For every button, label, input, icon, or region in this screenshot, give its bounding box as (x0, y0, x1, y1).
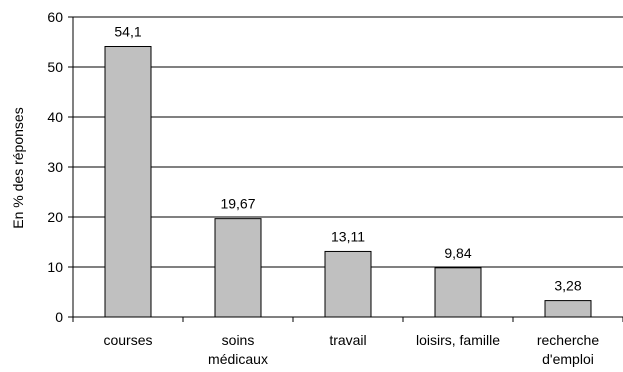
bar (434, 267, 482, 318)
grid-layer (73, 16, 623, 268)
category-label: loisirs, famille (416, 332, 500, 348)
data-label: 54,1 (114, 24, 141, 40)
data-label: 3,28 (554, 278, 581, 294)
category-label: courses (103, 332, 152, 348)
bar (214, 218, 262, 318)
y-axis-title: En % des réponses (10, 107, 26, 228)
bar (544, 300, 592, 318)
data-label: 13,11 (331, 228, 365, 244)
y-tick-label: 20 (47, 209, 63, 225)
axis-layer (68, 16, 623, 322)
category-label: travail (329, 332, 366, 348)
y-tick-label: 40 (47, 109, 63, 125)
y-tick-label: 30 (47, 159, 63, 175)
y-tick-label: 10 (47, 259, 63, 275)
bar (324, 250, 372, 318)
label-layer: 0 10 20 30 40 50 60 54,1 courses 19,67 soins médica… (47, 9, 599, 367)
y-tick-label: 60 (47, 9, 63, 25)
category-label: soins médicaux (208, 332, 268, 367)
data-label: 19,67 (220, 196, 255, 212)
category-label: recherche d'emploi (537, 332, 599, 367)
data-label: 9,84 (444, 245, 471, 261)
y-tick-label: 0 (55, 309, 63, 325)
bar (104, 46, 152, 318)
y-tick-label: 50 (47, 59, 63, 75)
bar-layer (104, 46, 592, 318)
